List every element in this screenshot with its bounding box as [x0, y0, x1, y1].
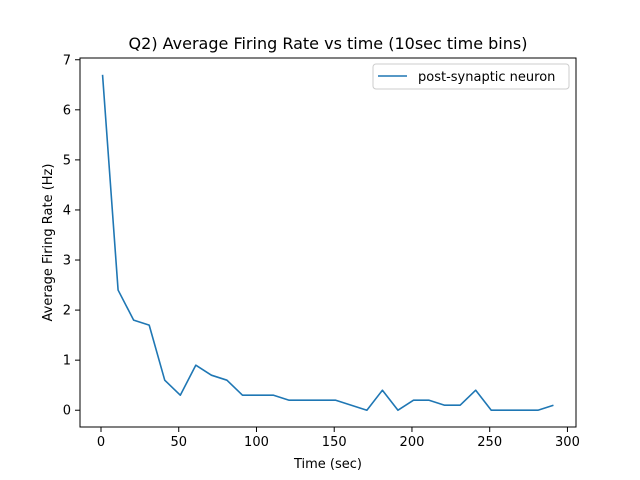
data-point: [194, 364, 197, 367]
x-tick-label: 300: [555, 435, 580, 450]
x-tick-label: 0: [97, 435, 105, 450]
data-point: [350, 404, 353, 407]
y-axis-label: Average Firing Rate (Hz): [41, 164, 56, 322]
data-point: [132, 319, 135, 322]
data-point: [117, 289, 120, 292]
y-tick-label: 2: [63, 304, 71, 319]
x-tick-label: 50: [170, 435, 187, 450]
x-axis: 0 50 100 150 200 250 300: [97, 427, 580, 450]
plot-area: [79, 57, 577, 428]
data-point: [396, 409, 399, 412]
y-tick-label: 4: [63, 203, 71, 218]
data-point: [443, 404, 446, 407]
data-point: [521, 409, 524, 412]
data-point: [505, 409, 508, 412]
data-point: [365, 409, 368, 412]
data-point: [163, 379, 166, 382]
y-tick-label: 3: [63, 254, 71, 269]
data-point: [474, 389, 477, 392]
data-point: [272, 394, 275, 397]
y-axis: 0 1 2 3 4 5 6 7: [63, 53, 80, 419]
x-tick-label: 100: [244, 435, 269, 450]
legend-box: [372, 63, 570, 90]
data-point: [536, 409, 539, 412]
data-point: [459, 404, 462, 407]
y-tick-label: 6: [63, 103, 71, 118]
data-point: [257, 394, 260, 397]
x-tick-label: 250: [477, 435, 502, 450]
data-point: [334, 399, 337, 402]
data-point: [101, 73, 104, 76]
data-point: [381, 389, 384, 392]
data-point: [210, 374, 213, 377]
data-point: [428, 399, 431, 402]
legend-label: post-synaptic neuron: [418, 70, 555, 85]
series-layer: [101, 73, 555, 412]
data-point: [552, 404, 555, 407]
y-tick-label: 0: [63, 404, 71, 419]
data-point: [241, 394, 244, 397]
legend: post-synaptic neuron: [372, 63, 570, 90]
data-point: [148, 324, 151, 327]
series-line-0: [101, 74, 554, 412]
y-tick-label: 1: [63, 354, 71, 369]
data-point: [319, 399, 322, 402]
data-point: [412, 399, 415, 402]
chart-title: Q2) Average Firing Rate vs time (10sec t…: [129, 34, 528, 53]
data-point: [303, 399, 306, 402]
data-point: [225, 379, 228, 382]
data-point: [288, 399, 291, 402]
data-point: [179, 394, 182, 397]
y-tick-label: 5: [63, 153, 71, 168]
y-tick-label: 7: [63, 53, 71, 68]
x-axis-label: Time (sec): [293, 457, 362, 472]
data-point: [490, 409, 493, 412]
x-tick-label: 200: [400, 435, 425, 450]
x-tick-label: 150: [322, 435, 347, 450]
